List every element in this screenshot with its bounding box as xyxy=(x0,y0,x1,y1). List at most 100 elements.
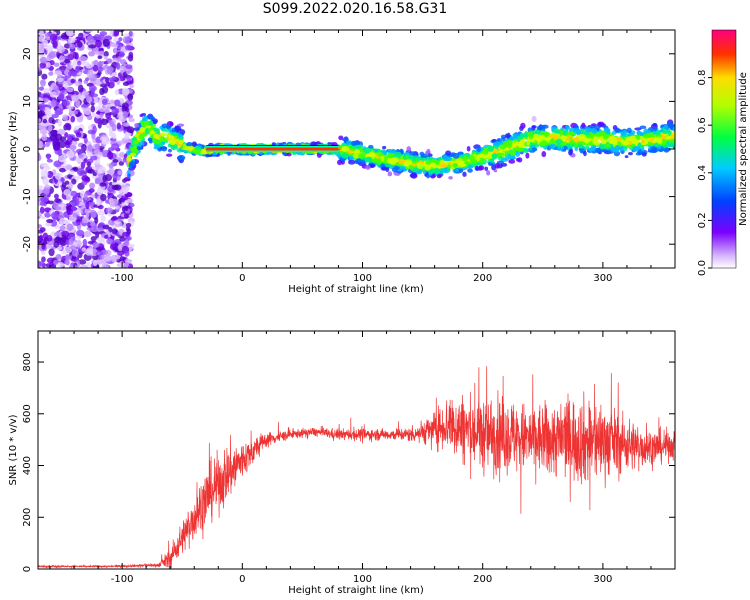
noise-blob xyxy=(97,122,102,129)
spectral-blob xyxy=(427,153,433,158)
noise-blob xyxy=(99,87,105,96)
noise-blob xyxy=(126,76,132,82)
noise-blob xyxy=(67,106,74,110)
spectral-blob xyxy=(457,151,464,155)
noise-blob xyxy=(76,229,85,237)
noise-blob xyxy=(87,129,96,135)
noise-blob xyxy=(60,230,70,237)
noise-blob xyxy=(121,102,129,110)
noise-blob xyxy=(88,51,96,57)
noise-blob xyxy=(88,188,95,193)
noise-blob xyxy=(52,138,58,144)
snr-x-tick-label: 0 xyxy=(239,574,245,585)
noise-blob xyxy=(48,248,55,257)
noise-blob xyxy=(102,38,111,47)
spectrogram-y-tick-label: 0 xyxy=(22,146,33,152)
noise-blob xyxy=(65,164,73,170)
noise-blob xyxy=(122,262,130,268)
noise-blob xyxy=(58,92,65,101)
noise-blob xyxy=(104,106,111,114)
noise-blob xyxy=(66,223,74,232)
spectral-blob xyxy=(525,152,530,159)
noise-blob xyxy=(57,262,65,268)
spectral-blob xyxy=(141,113,147,117)
noise-blob xyxy=(94,217,99,224)
noise-blob xyxy=(54,109,63,116)
noise-blob xyxy=(109,243,117,251)
noise-blob xyxy=(51,119,56,125)
noise-blob xyxy=(103,55,108,60)
spectral-blob xyxy=(380,156,385,162)
spectral-blob xyxy=(147,120,154,126)
noise-blob xyxy=(65,30,74,37)
spectral-blob xyxy=(585,127,593,133)
spectral-blob xyxy=(655,137,660,142)
noise-blob xyxy=(85,94,91,101)
spectral-blob xyxy=(404,159,412,166)
spectral-blob xyxy=(182,146,188,151)
spectral-blob xyxy=(425,161,431,165)
spectral-blob xyxy=(538,141,546,146)
noise-blob xyxy=(92,64,99,72)
spectral-blob xyxy=(387,164,393,168)
noise-blob xyxy=(124,250,130,257)
noise-blob xyxy=(46,153,51,160)
noise-blob xyxy=(39,206,45,214)
noise-blob xyxy=(45,108,51,116)
noise-blob xyxy=(58,140,66,149)
spectral-blob xyxy=(394,166,400,170)
spectral-blob xyxy=(666,135,671,140)
noise-blob xyxy=(65,253,70,261)
snr-y-axis-label: SNR (10 * v/v) xyxy=(8,414,19,485)
snr-x-tick-label: 300 xyxy=(593,574,612,585)
noise-blob xyxy=(100,118,109,126)
spectral-blob xyxy=(661,130,669,135)
snr-y-tick-label: 400 xyxy=(22,456,33,475)
noise-blob xyxy=(107,151,114,160)
noise-blob xyxy=(108,167,115,176)
spectral-blob xyxy=(555,138,563,145)
spectral-blob xyxy=(178,139,184,145)
noise-blob xyxy=(75,148,85,154)
snr-y-tick-label: 600 xyxy=(22,404,33,423)
spectral-blob xyxy=(412,157,417,162)
spectral-blob xyxy=(468,155,476,162)
noise-blob xyxy=(39,201,46,206)
spectral-blob xyxy=(139,126,145,132)
noise-blob xyxy=(128,117,135,123)
noise-blob xyxy=(38,112,45,117)
spectral-blob xyxy=(356,158,362,164)
noise-blob xyxy=(77,60,82,66)
spectral-blob xyxy=(435,161,440,165)
spectral-blob xyxy=(443,167,448,173)
spectral-blob xyxy=(603,143,611,148)
noise-blob xyxy=(75,239,82,248)
noise-blob xyxy=(58,155,67,163)
noise-blob xyxy=(64,141,71,149)
noise-blob xyxy=(78,153,84,159)
noise-blob xyxy=(60,177,65,182)
noise-blob xyxy=(58,203,65,208)
spectral-blob xyxy=(286,152,292,157)
noise-blob xyxy=(40,195,49,203)
noise-blob xyxy=(111,76,117,81)
noise-blob xyxy=(116,122,122,130)
noise-blob xyxy=(97,55,103,60)
noise-blob xyxy=(101,263,107,268)
spectral-blob xyxy=(603,127,611,133)
spectral-blob xyxy=(455,168,459,173)
spectral-blob xyxy=(491,153,498,160)
spectral-blob xyxy=(127,173,131,179)
spectral-blob xyxy=(439,162,446,168)
noise-blob xyxy=(113,43,119,48)
noise-blob xyxy=(38,185,44,190)
noise-blob xyxy=(45,263,53,268)
noise-blob xyxy=(39,56,47,64)
noise-blob xyxy=(90,105,96,113)
colorbar-tick-label: 0.4 xyxy=(697,165,708,181)
noise-blob xyxy=(122,231,130,237)
noise-blob xyxy=(81,247,87,252)
noise-blob xyxy=(125,44,132,51)
